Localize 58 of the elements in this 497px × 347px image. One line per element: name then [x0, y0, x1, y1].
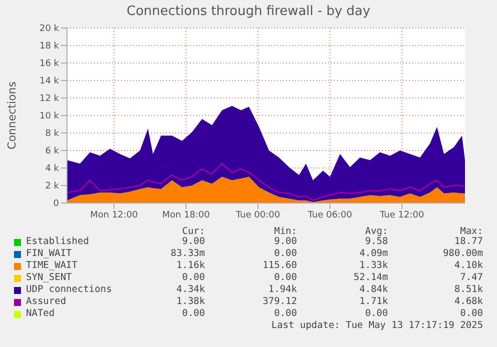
x-tick-label: Tue 12:00 — [378, 210, 424, 220]
text: 7.47 — [460, 272, 483, 283]
text: 0.00 — [274, 308, 297, 319]
legend-label: SYN_SENT — [26, 272, 72, 283]
text: 1.16k — [176, 260, 205, 271]
x-tick-label: Mon 12:00 — [90, 210, 138, 220]
x-tick-label: Tue 00:00 — [234, 210, 280, 220]
x-tick-label: Tue 06:00 — [306, 210, 352, 220]
text: Max: — [460, 226, 483, 237]
legend-label: NATed — [26, 308, 55, 319]
y-tick-label: 10 k — [39, 112, 60, 122]
text: 1.38k — [176, 296, 205, 307]
text: 0.00 — [274, 272, 297, 283]
text: 4.84k — [359, 284, 388, 295]
text: 115.60 — [262, 260, 297, 271]
text: Min: — [274, 226, 297, 237]
text: Avg: — [365, 226, 388, 237]
text: 4.34k — [176, 284, 205, 295]
text: 9.58 — [365, 236, 388, 247]
text: 0.00 — [182, 308, 205, 319]
legend-label: Assured — [26, 296, 66, 307]
legend-label: UDP connections — [26, 284, 112, 295]
y-tick-label: 16 k — [39, 59, 60, 70]
text: 0.00 — [365, 308, 388, 319]
y-tick-label: 6 k — [45, 146, 60, 157]
text: 83.33m — [170, 248, 205, 259]
y-tick-label: 8 k — [45, 129, 60, 140]
text: 8.51k — [454, 284, 483, 295]
text: 52.14m — [354, 272, 388, 283]
text: 1.71k — [359, 296, 388, 307]
x-tick-label: Mon 18:00 — [162, 210, 210, 220]
text: Last update: Tue May 13 17:17:19 2025 — [271, 320, 483, 331]
text: 980.00m — [442, 248, 483, 259]
text: 9.00 — [182, 236, 205, 247]
y-tick-label: 12 k — [39, 94, 60, 104]
legend-label: FIN_WAIT — [26, 248, 72, 259]
legend-label: Established — [26, 236, 89, 247]
y-tick-label: 4 k — [45, 164, 60, 174]
y-tick-label: 0 — [53, 199, 60, 210]
y-tick-label: 20 k — [39, 24, 60, 34]
text: 0.00 — [182, 272, 205, 283]
text: 9.00 — [274, 236, 297, 247]
text: 0.00 — [274, 248, 297, 259]
y-tick-label: 18 k — [39, 42, 60, 52]
text: 18.77 — [454, 236, 483, 247]
y-tick-label: 14 k — [39, 76, 60, 87]
text: 4.09m — [359, 248, 388, 259]
text: 1.33k — [359, 260, 388, 271]
text: 0.00 — [460, 308, 483, 319]
text: Cur: — [182, 226, 205, 237]
text: 379.12 — [262, 296, 297, 307]
legend-label: TIME_WAIT — [26, 260, 78, 271]
text: 1.94k — [268, 284, 297, 295]
chart-title: Connections through firewall - by day — [126, 4, 372, 19]
text: 4.68k — [454, 296, 483, 307]
y-axis-title: Connections — [6, 82, 19, 150]
y-tick-label: 2 k — [45, 182, 60, 192]
text: 4.10k — [454, 260, 483, 271]
